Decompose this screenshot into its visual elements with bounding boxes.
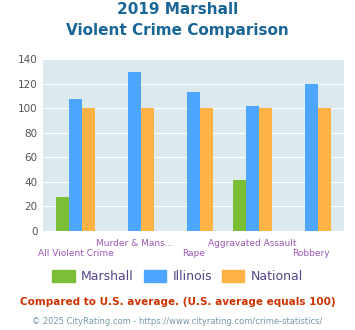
Bar — [56, 197, 69, 231]
Text: All Violent Crime: All Violent Crime — [38, 249, 114, 258]
Text: Compared to U.S. average. (U.S. average equals 100): Compared to U.S. average. (U.S. average … — [20, 297, 335, 307]
Bar — [318, 109, 331, 231]
Legend: Marshall, Illinois, National: Marshall, Illinois, National — [47, 265, 308, 288]
Text: © 2025 CityRating.com - https://www.cityrating.com/crime-statistics/: © 2025 CityRating.com - https://www.city… — [32, 317, 323, 326]
Text: Rape: Rape — [182, 249, 205, 258]
Bar — [128, 72, 141, 231]
Text: Violent Crime Comparison: Violent Crime Comparison — [66, 23, 289, 38]
Bar — [233, 180, 246, 231]
Text: Aggravated Assault: Aggravated Assault — [208, 239, 296, 248]
Bar — [141, 109, 154, 231]
Text: 2019 Marshall: 2019 Marshall — [117, 2, 238, 16]
Bar — [187, 92, 200, 231]
Text: Murder & Mans...: Murder & Mans... — [96, 239, 173, 248]
Bar — [305, 84, 318, 231]
Bar — [259, 109, 272, 231]
Bar — [69, 99, 82, 231]
Bar — [246, 106, 259, 231]
Text: Robbery: Robbery — [293, 249, 330, 258]
Bar — [200, 109, 213, 231]
Bar — [82, 109, 95, 231]
